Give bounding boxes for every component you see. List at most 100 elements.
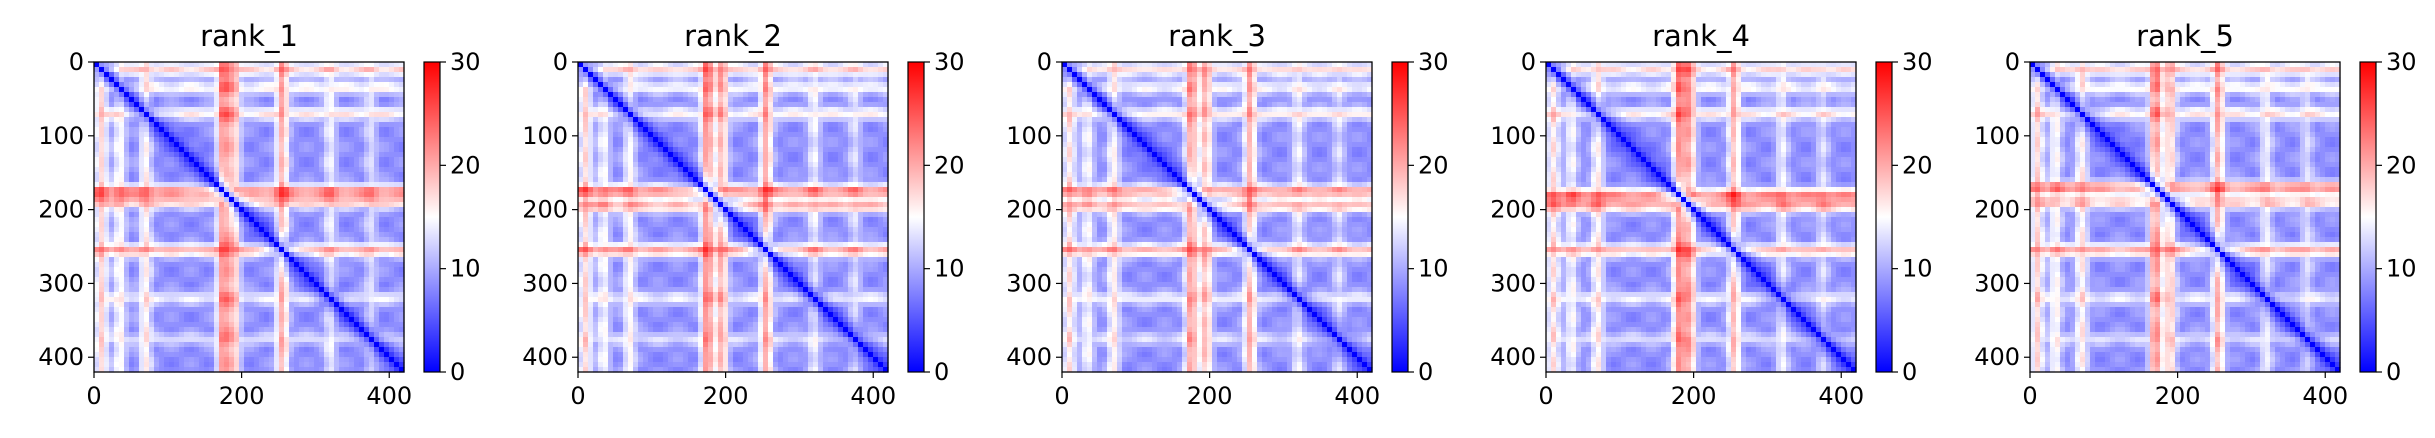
heatmap-cell xyxy=(199,332,205,338)
heatmap-cell xyxy=(688,77,694,83)
heatmap-cell xyxy=(224,342,230,348)
heatmap-cell xyxy=(319,257,325,263)
heatmap-cell xyxy=(194,242,200,248)
heatmap-cell xyxy=(279,277,285,283)
heatmap-cell xyxy=(878,147,884,153)
heatmap-cell xyxy=(209,222,215,228)
heatmap-cell xyxy=(374,227,380,233)
heatmap-cell xyxy=(663,112,669,118)
heatmap-cell xyxy=(603,82,609,88)
heatmap-cell xyxy=(354,232,360,238)
heatmap-cell xyxy=(354,162,360,168)
heatmap-cell xyxy=(154,237,160,243)
heatmap-cell xyxy=(109,257,115,263)
heatmap-cell xyxy=(374,362,380,368)
heatmap-cell xyxy=(254,67,260,73)
heatmap-cell xyxy=(633,107,639,113)
heatmap-cell xyxy=(219,177,225,183)
heatmap-cell xyxy=(828,112,834,118)
heatmap-cell xyxy=(803,77,809,83)
heatmap-cell xyxy=(234,327,240,333)
heatmap-cell xyxy=(578,142,584,148)
heatmap-cell xyxy=(304,362,310,368)
heatmap-cell xyxy=(119,252,125,258)
heatmap-cell xyxy=(199,232,205,238)
heatmap-cell xyxy=(224,92,230,98)
heatmap-cell xyxy=(264,352,270,358)
heatmap-cell xyxy=(154,192,160,198)
heatmap-cell xyxy=(329,117,335,123)
heatmap-cell xyxy=(179,127,185,133)
heatmap-cell xyxy=(294,367,300,373)
heatmap-cell xyxy=(379,342,385,348)
heatmap-cell xyxy=(139,252,145,258)
heatmap-cell xyxy=(114,167,120,173)
heatmap-cell xyxy=(229,357,235,363)
heatmap-cell xyxy=(189,222,195,228)
heatmap-cell xyxy=(269,212,275,218)
heatmap-cell xyxy=(124,347,130,353)
heatmap-cell xyxy=(104,322,110,328)
heatmap-cell xyxy=(239,132,245,138)
heatmap-cell xyxy=(149,337,155,343)
heatmap-cell xyxy=(349,222,355,228)
heatmap-cell xyxy=(254,337,260,343)
heatmap-cell xyxy=(314,142,320,148)
heatmap-cell xyxy=(284,302,290,308)
heatmap-cell xyxy=(274,162,280,168)
heatmap-cell xyxy=(384,167,390,173)
heatmap-cell xyxy=(149,312,155,318)
heatmap-cell xyxy=(339,272,345,278)
heatmap-cell xyxy=(304,247,310,253)
heatmap-cell xyxy=(229,77,235,83)
heatmap-cell xyxy=(144,247,150,253)
heatmap-cell xyxy=(234,137,240,143)
heatmap-cell xyxy=(364,292,370,298)
heatmap-cell xyxy=(219,182,225,188)
heatmap-cell xyxy=(204,277,210,283)
heatmap-cell xyxy=(873,132,879,138)
heatmap-cell xyxy=(289,277,295,283)
heatmap-cell xyxy=(244,142,250,148)
heatmap-cell xyxy=(169,222,175,228)
heatmap-cell xyxy=(114,137,120,143)
heatmap-cell xyxy=(643,97,649,103)
heatmap-cell xyxy=(164,257,170,263)
heatmap-cell xyxy=(169,217,175,223)
heatmap-cell xyxy=(294,157,300,163)
heatmap-cell xyxy=(104,82,110,88)
heatmap-cell xyxy=(279,247,285,253)
heatmap-cell xyxy=(199,277,205,283)
heatmap-cell xyxy=(788,117,794,123)
heatmap-cell xyxy=(249,252,255,258)
heatmap-cell xyxy=(229,317,235,323)
heatmap-cell xyxy=(249,102,255,108)
heatmap-cell xyxy=(319,187,325,193)
heatmap-cell xyxy=(229,217,235,223)
heatmap-cell xyxy=(249,247,255,253)
heatmap-cell xyxy=(304,72,310,78)
heatmap-cell xyxy=(219,87,225,93)
heatmap-cell xyxy=(593,87,599,93)
heatmap-cell xyxy=(189,232,195,238)
heatmap-cell xyxy=(773,122,779,128)
heatmap-cell xyxy=(808,147,814,153)
heatmap-cell xyxy=(194,77,200,83)
heatmap-cell xyxy=(354,242,360,248)
heatmap-cell xyxy=(364,312,370,318)
heatmap-cell xyxy=(853,142,859,148)
heatmap-cell xyxy=(379,62,385,68)
heatmap-cell xyxy=(299,262,305,268)
heatmap-cell xyxy=(124,257,130,263)
heatmap-cell xyxy=(254,292,260,298)
heatmap-cell xyxy=(324,227,330,233)
heatmap-cell xyxy=(369,327,375,333)
heatmap-cell xyxy=(94,227,100,233)
heatmap-cell xyxy=(129,292,135,298)
heatmap-cell xyxy=(713,97,719,103)
heatmap-cell xyxy=(818,127,824,133)
heatmap-cell xyxy=(748,147,754,153)
heatmap-cell xyxy=(788,62,794,68)
heatmap-cell xyxy=(274,172,280,178)
heatmap-cell xyxy=(294,307,300,313)
